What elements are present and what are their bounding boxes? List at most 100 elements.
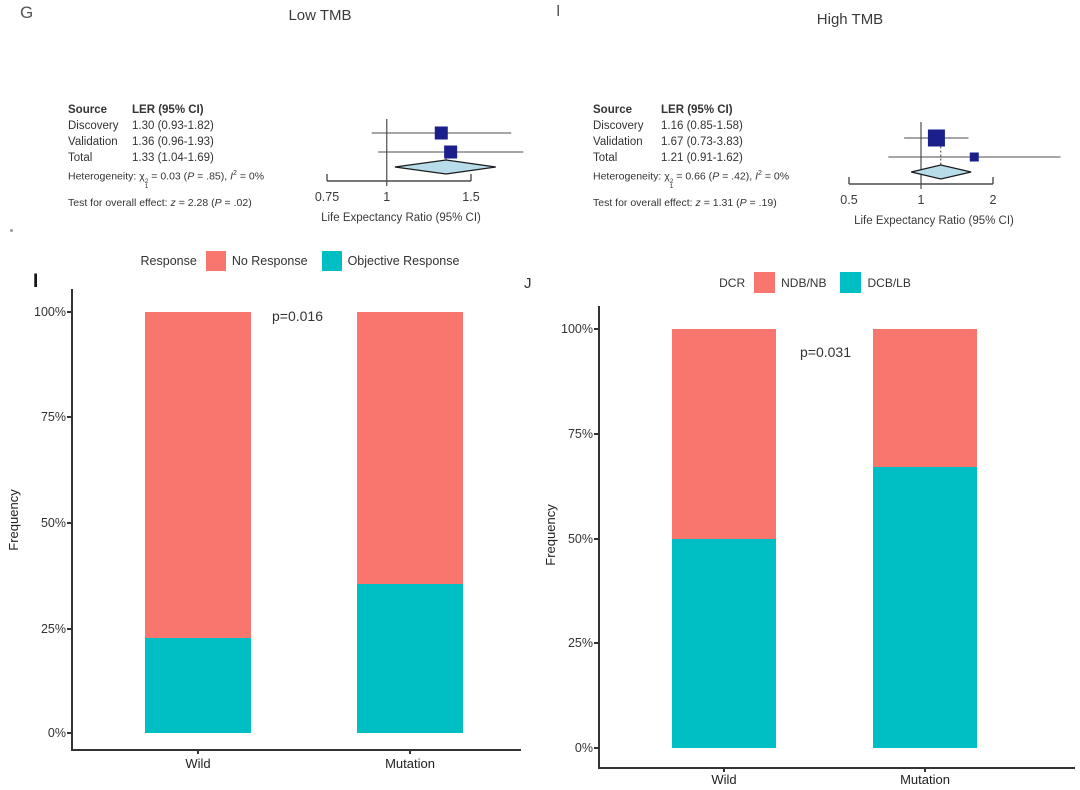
forest-plot-low-tmb: 0.75 1 1.5 Life Expectancy Ratio (95% CI) (315, 119, 524, 224)
row-source: Total (68, 152, 93, 164)
panel-label-j: J (524, 275, 532, 292)
legend-label-dcb-lb: DCB/LB (867, 275, 911, 290)
y-tickmark (67, 311, 72, 313)
panel-title-high-tmb: High TMB (816, 11, 884, 28)
y-axis-line (71, 289, 73, 750)
p-symbol: P (739, 196, 747, 209)
bar-segment-objective-response (357, 583, 463, 733)
y-tickmark (67, 522, 72, 524)
test-mid: = 1.31 ( (700, 196, 740, 209)
het-end: = 0% (236, 170, 265, 183)
het-mid: = 0.03 ( (148, 170, 188, 183)
bar-segment-ndb-nb (873, 329, 977, 468)
chi-sub: 1 (669, 183, 674, 190)
y-tick-50: 50% (40, 516, 66, 530)
y-tickmark (594, 747, 599, 749)
row-value: 1.36 (0.96-1.93) (132, 136, 214, 148)
bar-mutation (873, 329, 977, 748)
bar-segment-objective-response (145, 638, 251, 733)
test-end: = .02) (221, 196, 252, 209)
row-value: 1.21 (0.91-1.62) (661, 152, 743, 164)
stats-row-discovery: Discovery 1.16 (0.85-1.58) (593, 118, 789, 134)
p-symbol: P (214, 196, 222, 209)
stats-row-total: Total 1.21 (0.91-1.62) (593, 150, 789, 166)
i2-sup: 2 (233, 170, 237, 177)
stats-header: Source LER (95% CI) (68, 102, 264, 118)
test-prefix: Test for overall effect: (68, 196, 171, 209)
x-axis-line (71, 749, 521, 751)
total-diamond (394, 159, 496, 175)
stats-header-ler: LER (95% CI) (661, 104, 733, 116)
y-tickmark (594, 433, 599, 435)
stats-row-total: Total 1.33 (1.04-1.69) (68, 150, 264, 166)
chi-symbol: χ (664, 170, 670, 183)
panel-label-g: G (20, 3, 34, 22)
stats-header-ler: LER (95% CI) (132, 104, 204, 116)
stats-header-source: Source (68, 104, 107, 116)
i2-sup: 2 (758, 170, 762, 177)
chi-symbol: χ (139, 170, 145, 183)
stats-row-validation: Validation 1.67 (0.73-3.83) (593, 134, 789, 150)
legend-title: DCR (719, 275, 746, 290)
y-tick-50: 50% (567, 532, 593, 546)
p-value-annotation: p=0.016 (272, 308, 323, 324)
panel-label-i-bar: I (33, 271, 39, 292)
legend-dcr: DCR NDB/NB DCB/LB (595, 272, 1035, 293)
x-tickmark-wild (197, 750, 199, 754)
stats-row-validation: Validation 1.36 (0.96-1.93) (68, 134, 264, 150)
legend-title: Response (140, 253, 197, 268)
bar-segment-dcb-lb (873, 467, 977, 748)
y-tickmark (594, 328, 599, 330)
p-symbol: P (187, 170, 195, 183)
row-value: 1.33 (1.04-1.69) (132, 152, 214, 164)
test-mid: = 2.28 ( (175, 196, 215, 209)
overall-effect-line: Test for overall effect: z = 1.31 (P = .… (593, 197, 789, 209)
stats-table-high-tmb: Source LER (95% CI) Discovery 1.16 (0.85… (593, 102, 789, 209)
bar-wild (672, 329, 776, 748)
y-axis-title-frequency: Frequency (6, 489, 21, 551)
y-tickmark (67, 416, 72, 418)
row-source: Validation (593, 136, 643, 148)
legend-swatch-objective-response (321, 250, 342, 271)
y-tick-100: 100% (34, 305, 66, 319)
x-category-mutation: Mutation (900, 772, 950, 787)
bar-wild (145, 312, 251, 733)
z-symbol: z (170, 196, 176, 209)
p-symbol: P (712, 170, 720, 183)
y-tickmark (67, 628, 72, 630)
legend-response: Response No Response Objective Response (80, 250, 520, 271)
bar-segment-no-response (357, 312, 463, 584)
x-category-mutation: Mutation (385, 756, 435, 771)
x-tick-label-0.5: 0.5 (840, 193, 857, 207)
het-prefix: Heterogeneity: (68, 170, 140, 183)
test-prefix: Test for overall effect: (593, 196, 696, 209)
stats-table-low-tmb: Source LER (95% CI) Discovery 1.30 (0.93… (68, 102, 264, 209)
i2-symbol: I (230, 170, 234, 183)
y-tick-75: 75% (40, 410, 66, 424)
row-value: 1.16 (0.85-1.58) (661, 120, 743, 132)
bar-mutation (357, 312, 463, 733)
test-end: = .19) (746, 196, 777, 209)
panel-title-low-tmb: Low TMB (288, 7, 352, 24)
p-value-annotation: p=0.031 (800, 344, 851, 360)
x-axis-title: Life Expectancy Ratio (95% CI) (854, 215, 1014, 227)
row-source: Validation (68, 136, 118, 148)
x-tickmark-mutation (924, 768, 926, 772)
stray-mark (10, 229, 13, 232)
y-tickmark (594, 538, 599, 540)
x-tickmark-wild (723, 768, 725, 772)
chi-sub: 1 (144, 183, 149, 190)
y-tick-100: 100% (561, 322, 593, 336)
estimate-square-discovery (434, 126, 448, 140)
bar-segment-no-response (145, 312, 251, 639)
x-tick-label-1.5: 1.5 (462, 190, 479, 204)
legend-label-no-response: No Response (231, 253, 308, 268)
y-tick-0: 0% (574, 741, 593, 755)
x-tick-label-1: 1 (383, 190, 390, 204)
stats-header-source: Source (593, 104, 632, 116)
